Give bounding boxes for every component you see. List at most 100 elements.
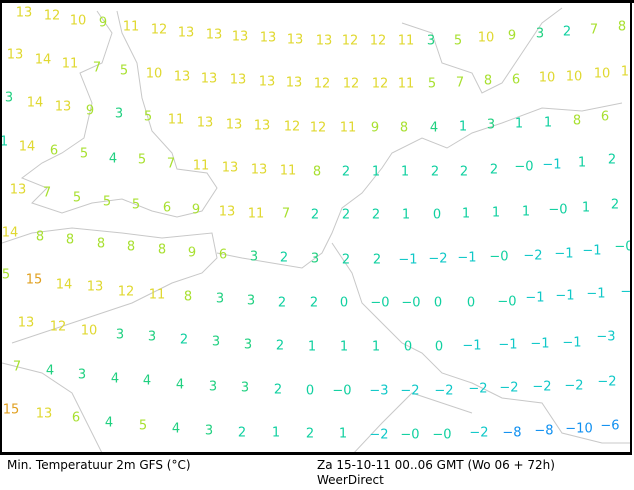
- temperature-value: 6: [71, 410, 81, 426]
- temperature-value: 11: [122, 19, 140, 35]
- temperature-value: 3: [115, 327, 125, 343]
- temperature-value: −2: [523, 248, 543, 264]
- temperature-value: 1: [401, 207, 411, 223]
- temperature-value: 2: [341, 207, 351, 223]
- temperature-value: 14: [26, 95, 44, 111]
- temperature-value: 11: [192, 158, 210, 174]
- temperature-value: −1: [398, 252, 418, 268]
- temperature-value: −0: [400, 427, 420, 443]
- temperature-value: 8: [35, 229, 45, 245]
- temperature-value: 11: [167, 112, 185, 128]
- temperature-value: 1: [338, 426, 348, 442]
- temperature-value: 13: [225, 117, 243, 133]
- temperature-value: 9: [507, 28, 517, 44]
- temperature-value: 13: [205, 27, 223, 43]
- top-border: [0, 0, 634, 3]
- temperature-value: 13: [86, 279, 104, 295]
- temperature-value: −1: [525, 290, 545, 306]
- temperature-value: 7: [281, 206, 291, 222]
- temperature-value: 8: [183, 289, 193, 305]
- temperature-value: 2: [371, 207, 381, 223]
- temperature-value: 12: [309, 120, 327, 136]
- temperature-value: 11: [339, 120, 357, 136]
- temperature-value: 12: [341, 33, 359, 49]
- temperature-value: 13: [200, 71, 218, 87]
- temperature-value: 4: [142, 373, 152, 389]
- temperature-value: 3: [215, 291, 225, 307]
- temperature-value: 0: [466, 295, 476, 311]
- temperature-value: −1: [562, 335, 582, 351]
- temperature-value: 14: [18, 139, 36, 155]
- temperature-value: 3: [4, 90, 14, 106]
- temperature-value: 8: [572, 113, 582, 129]
- temperature-value: 1: [400, 164, 410, 180]
- temperature-value: −2: [428, 251, 448, 267]
- temperature-value: −1: [457, 250, 477, 266]
- temperature-value: 4: [108, 151, 118, 167]
- temperature-value: 12: [117, 284, 135, 300]
- temperature-value: 3: [204, 423, 214, 439]
- temperature-value: −1: [554, 246, 574, 262]
- temperature-value: 6: [49, 143, 59, 159]
- temperature-value: 9: [98, 15, 108, 31]
- temperature-value: 1: [458, 119, 468, 135]
- temperature-value: −0: [401, 295, 421, 311]
- temperature-value: 5: [72, 190, 82, 206]
- temperature-value: 1: [521, 204, 531, 220]
- temperature-value: −8: [502, 425, 522, 441]
- temperature-value: −0: [370, 295, 390, 311]
- temperature-value: 7: [42, 185, 52, 201]
- temperature-value: 1: [581, 200, 591, 216]
- temperature-value: 10: [620, 64, 630, 80]
- temperature-value: 2: [305, 426, 315, 442]
- temperature-value: 8: [65, 232, 75, 248]
- temperature-value: 3: [240, 380, 250, 396]
- temperature-value: −3: [369, 383, 389, 399]
- temperature-value: 12: [43, 8, 61, 24]
- temperature-value: 12: [313, 76, 331, 92]
- temperature-value: 5: [119, 63, 129, 79]
- temperature-value: 4: [630, 108, 631, 121]
- temperature-value: −2: [434, 383, 454, 399]
- temperature-value: −8: [534, 423, 554, 439]
- temperature-value: 7: [12, 359, 22, 375]
- temperature-value: 0: [433, 295, 443, 311]
- temperature-value: 2: [309, 295, 319, 311]
- temperature-value: 7: [166, 156, 176, 172]
- temperature-value: 2: [279, 250, 289, 266]
- temperature-value: 5: [427, 76, 437, 92]
- temperature-value: 3: [535, 26, 545, 42]
- temperature-value: −0: [548, 202, 568, 218]
- temperature-value: 5: [79, 146, 89, 162]
- temperature-value: 2: [273, 382, 283, 398]
- temperature-map[interactable]: 13 12 10 9 11 12 13 13 13 13 13 13 12 12 11 3 5 10 9 3 2 7 8 13…: [0, 3, 632, 455]
- temperature-value: 9: [191, 202, 201, 218]
- temperature-value: −2: [469, 425, 489, 441]
- temperature-value: 10: [69, 13, 87, 29]
- temperature-value: −1: [462, 338, 482, 354]
- temperature-value: 13: [259, 30, 277, 46]
- temperature-value: −1: [542, 157, 562, 173]
- temperature-value: 3: [249, 249, 259, 265]
- temperature-value: 1: [0, 134, 9, 150]
- temperature-value: 10: [477, 30, 495, 46]
- temperature-value: 1: [371, 164, 381, 180]
- temperature-value: 13: [17, 315, 35, 331]
- temperature-value: 13: [6, 47, 24, 63]
- temperature-value: 3: [310, 251, 320, 267]
- temperature-value: 15: [25, 272, 43, 288]
- temperature-value: 11: [148, 287, 166, 303]
- temperature-value: 7: [455, 75, 465, 91]
- temperature-value: 11: [279, 163, 297, 179]
- temperature-value: 8: [96, 236, 106, 252]
- temperature-value: 2: [562, 24, 572, 40]
- temperature-value: −0: [332, 383, 352, 399]
- temperature-value: −0: [497, 294, 517, 310]
- temperature-value: 9: [370, 120, 380, 136]
- temperature-value: 4: [171, 421, 181, 437]
- temperature-value: 12: [369, 33, 387, 49]
- temperature-value: 5: [453, 33, 463, 49]
- temperature-value: −1: [555, 288, 575, 304]
- temperature-value: 5: [131, 197, 141, 213]
